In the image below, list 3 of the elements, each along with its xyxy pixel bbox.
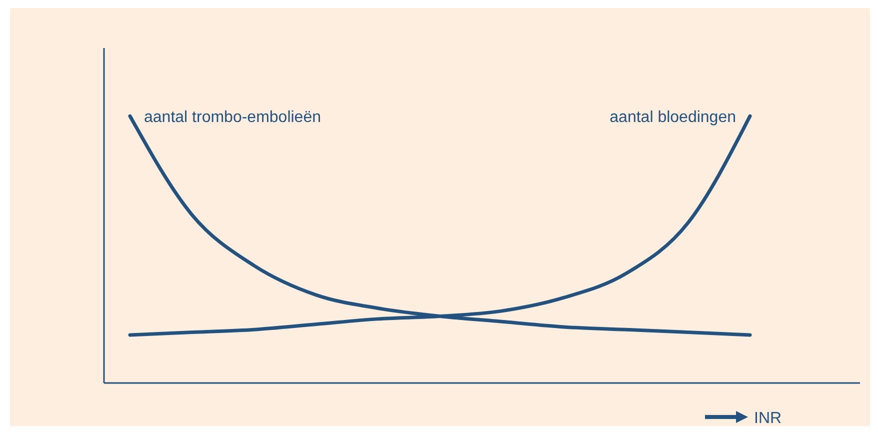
x-axis-title: INR [754, 410, 782, 427]
series-label: aantal trombo-embolieën [144, 109, 321, 126]
series-label: aantal bloedingen [610, 109, 736, 126]
